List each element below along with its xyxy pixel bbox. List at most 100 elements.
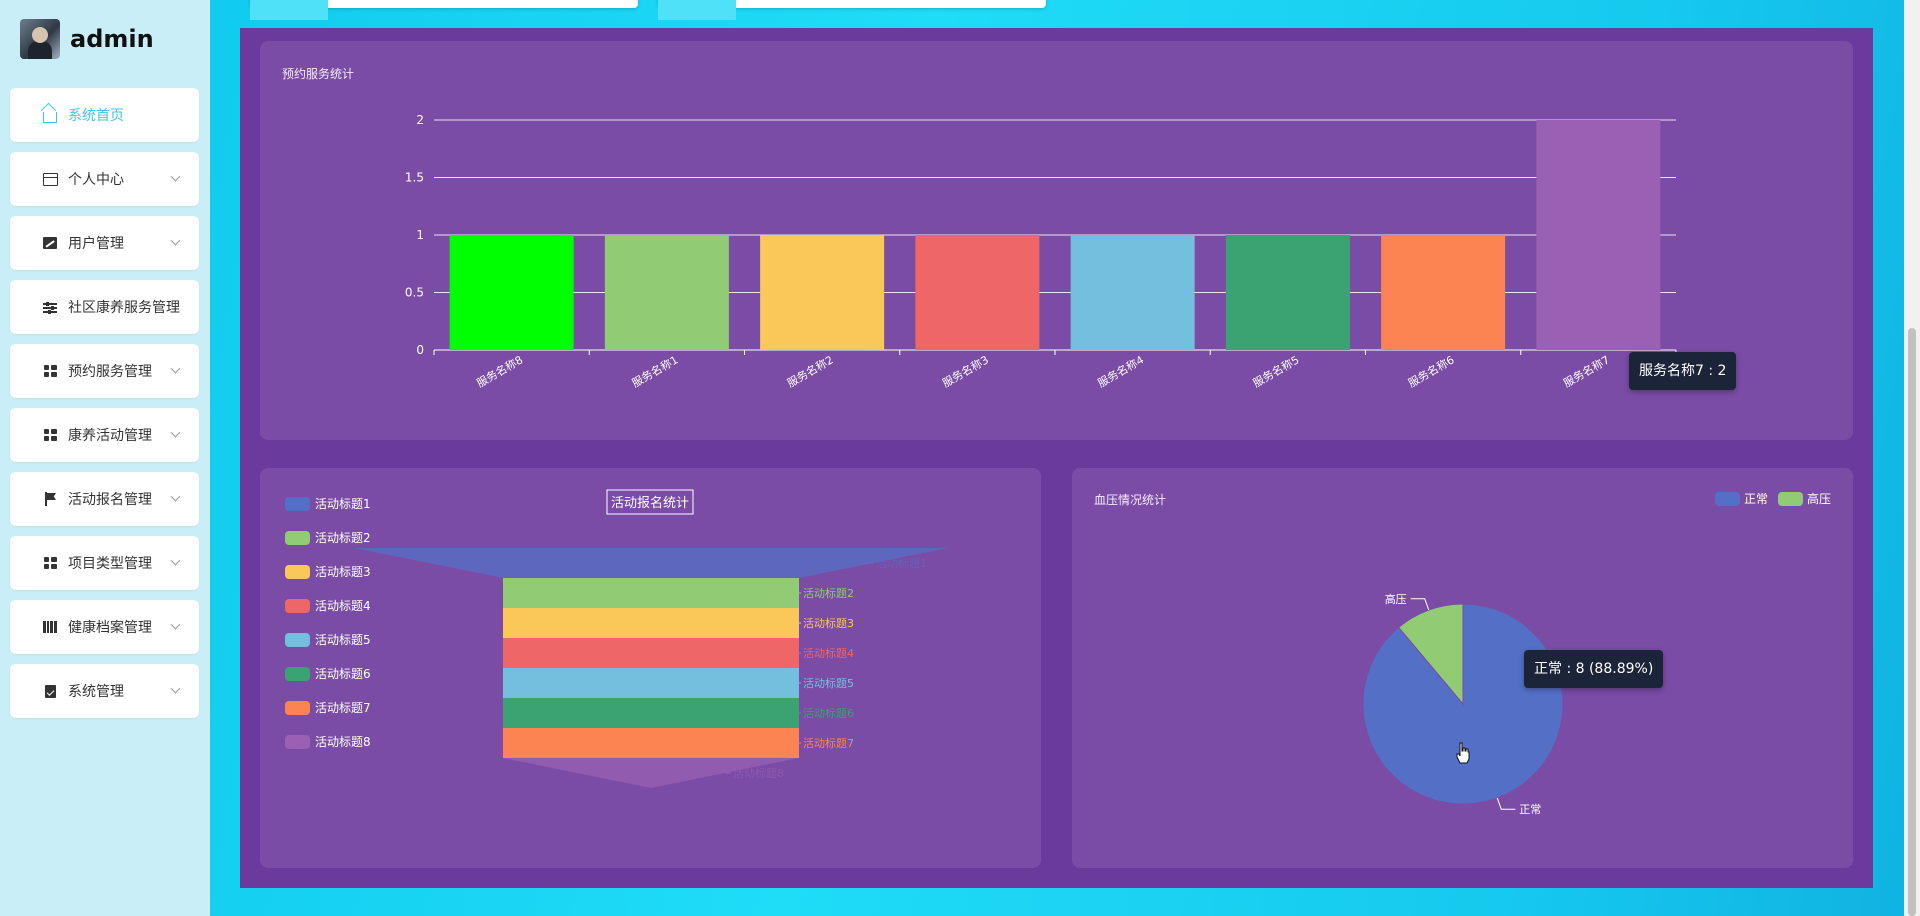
- bar[interactable]: [449, 235, 574, 350]
- grid-icon: [42, 555, 58, 571]
- funnel-segment[interactable]: [503, 728, 799, 758]
- funnel-label: 活动标题4: [803, 646, 854, 660]
- avatar[interactable]: [20, 19, 60, 59]
- bar[interactable]: [760, 235, 885, 350]
- legend-swatch[interactable]: [1778, 492, 1803, 506]
- home-icon: [42, 107, 58, 123]
- grid-icon: [42, 363, 58, 379]
- sidebar-item[interactable]: 用户管理: [10, 216, 199, 270]
- chevron-down-icon: [170, 235, 181, 246]
- legend-swatch[interactable]: [285, 633, 310, 647]
- sidebar-item[interactable]: 个人中心: [10, 152, 199, 206]
- legend-label[interactable]: 活动标题7: [315, 701, 371, 715]
- label-line: [1496, 797, 1516, 810]
- stat-card-1: [250, 0, 638, 20]
- bar[interactable]: [915, 235, 1040, 350]
- funnel-label: 活动标题6: [803, 706, 854, 720]
- legend-swatch[interactable]: [285, 667, 310, 681]
- bar[interactable]: [1225, 235, 1350, 350]
- legend-swatch[interactable]: [285, 701, 310, 715]
- stat-card-2: [658, 0, 1046, 20]
- sidebar-item[interactable]: 系统管理: [10, 664, 199, 718]
- bar[interactable]: [1070, 235, 1195, 350]
- sliders-icon: [42, 299, 58, 315]
- x-tick-label: 服务名称4: [1095, 352, 1146, 390]
- legend-swatch[interactable]: [285, 565, 310, 579]
- funnel-segment[interactable]: [503, 758, 799, 788]
- legend-swatch[interactable]: [285, 735, 310, 749]
- chart-title: 活动报名统计: [611, 495, 689, 511]
- chevron-down-icon: [170, 427, 181, 438]
- sidebar-item[interactable]: 康养活动管理: [10, 408, 199, 462]
- clipboard-icon: [42, 683, 58, 699]
- scrollbar-thumb[interactable]: [1908, 328, 1916, 916]
- bar-tooltip: 服务名称7 : 2: [1629, 352, 1737, 390]
- funnel-label: 活动标题5: [803, 676, 854, 690]
- sidebar-item-label: 健康档案管理: [68, 620, 152, 636]
- x-tick-label: 服务名称5: [1250, 352, 1301, 390]
- chevron-down-icon: [170, 619, 181, 630]
- funnel-label: 活动标题3: [803, 616, 854, 630]
- sidebar-item[interactable]: 项目类型管理: [10, 536, 199, 590]
- legend-swatch[interactable]: [285, 531, 310, 545]
- card-icon: [42, 171, 58, 187]
- legend-label[interactable]: 正常: [1744, 492, 1768, 506]
- sidebar-item-label: 用户管理: [68, 236, 124, 252]
- sidebar-item-label: 个人中心: [68, 172, 124, 188]
- x-tick-label: 服务名称6: [1405, 352, 1456, 390]
- funnel-segment[interactable]: [503, 608, 799, 638]
- activity-stats-card: 活动标题1 活动标题2 活动标题3 活动标题4 活动标题5 活动标题6 活动标题7 活动标题8…: [260, 468, 1041, 868]
- bar[interactable]: [1536, 120, 1661, 350]
- x-tick-label: 服务名称1: [629, 352, 680, 390]
- legend-label[interactable]: 活动标题1: [315, 497, 371, 511]
- bar[interactable]: [604, 235, 729, 350]
- chevron-down-icon: [170, 363, 181, 374]
- x-tick-label: 服务名称3: [940, 352, 991, 390]
- chevron-down-icon: [170, 491, 181, 502]
- bar-chart[interactable]: 0 0.5 1 1.5 2 服务名称8 服务名称1 服务名称2 服务名称3 服务名称4 服务名称5 服…: [260, 41, 1853, 440]
- funnel-segment[interactable]: [354, 548, 948, 578]
- funnel-label: 活动标题8: [733, 766, 784, 780]
- sidebar-item-label: 社区康养服务管理: [68, 300, 180, 316]
- page-scrollbar[interactable]: [1904, 0, 1920, 916]
- pie-slice[interactable]: [1398, 603, 1464, 706]
- blood-pressure-card: 血压情况统计 正常 高压 正常 高压 正常 : 8 (88.89%): [1072, 468, 1853, 868]
- pie-tooltip: 正常 : 8 (88.89%): [1524, 650, 1664, 688]
- funnel-label: 活动标题1: [876, 556, 927, 570]
- funnel-label: 活动标题7: [803, 736, 854, 750]
- sidebar-item[interactable]: 系统首页: [10, 88, 199, 142]
- flag-icon: [42, 491, 58, 507]
- pie-label: 正常: [1519, 803, 1541, 816]
- legend-swatch[interactable]: [285, 497, 310, 511]
- legend-label[interactable]: 活动标题6: [315, 667, 371, 681]
- grid-icon: [42, 427, 58, 443]
- x-tick-label: 服务名称8: [474, 352, 525, 390]
- sidebar-item-label: 预约服务管理: [68, 364, 152, 380]
- card-title: 血压情况统计: [1094, 493, 1167, 507]
- funnel-segment[interactable]: [503, 698, 799, 728]
- legend-label[interactable]: 活动标题8: [315, 735, 371, 749]
- funnel-segment[interactable]: [503, 668, 799, 698]
- legend-label[interactable]: 活动标题5: [315, 633, 371, 647]
- y-tick-label: 2: [416, 113, 424, 127]
- bar[interactable]: [1381, 235, 1506, 350]
- legend-label[interactable]: 活动标题3: [315, 565, 371, 579]
- legend-label[interactable]: 高压: [1807, 491, 1831, 506]
- sidebar-item[interactable]: 社区康养服务管理: [10, 280, 199, 334]
- legend-label[interactable]: 活动标题2: [315, 531, 371, 545]
- service-stats-card: 预约服务统计 0 0.5 1 1.5 2 服务名称8 服务名称1 服务名称2 服务名称3 服务名称…: [260, 41, 1853, 440]
- y-tick-label: 0.5: [405, 286, 424, 300]
- sidebar-item[interactable]: 预约服务管理: [10, 344, 199, 398]
- legend-label[interactable]: 活动标题4: [315, 599, 371, 613]
- sidebar-item[interactable]: 健康档案管理: [10, 600, 199, 654]
- legend-swatch[interactable]: [1715, 492, 1740, 506]
- funnel-label: 活动标题2: [803, 586, 854, 600]
- legend-swatch[interactable]: [285, 599, 310, 613]
- card-title: 预约服务统计: [282, 67, 355, 81]
- username: admin: [70, 25, 154, 53]
- funnel-segment[interactable]: [503, 578, 799, 608]
- funnel-chart[interactable]: 活动标题1 活动标题2 活动标题3 活动标题4 活动标题5 活动标题6 活动标题7 活动标题8…: [260, 468, 1041, 868]
- funnel-segment[interactable]: [503, 638, 799, 668]
- sidebar-item[interactable]: 活动报名管理: [10, 472, 199, 526]
